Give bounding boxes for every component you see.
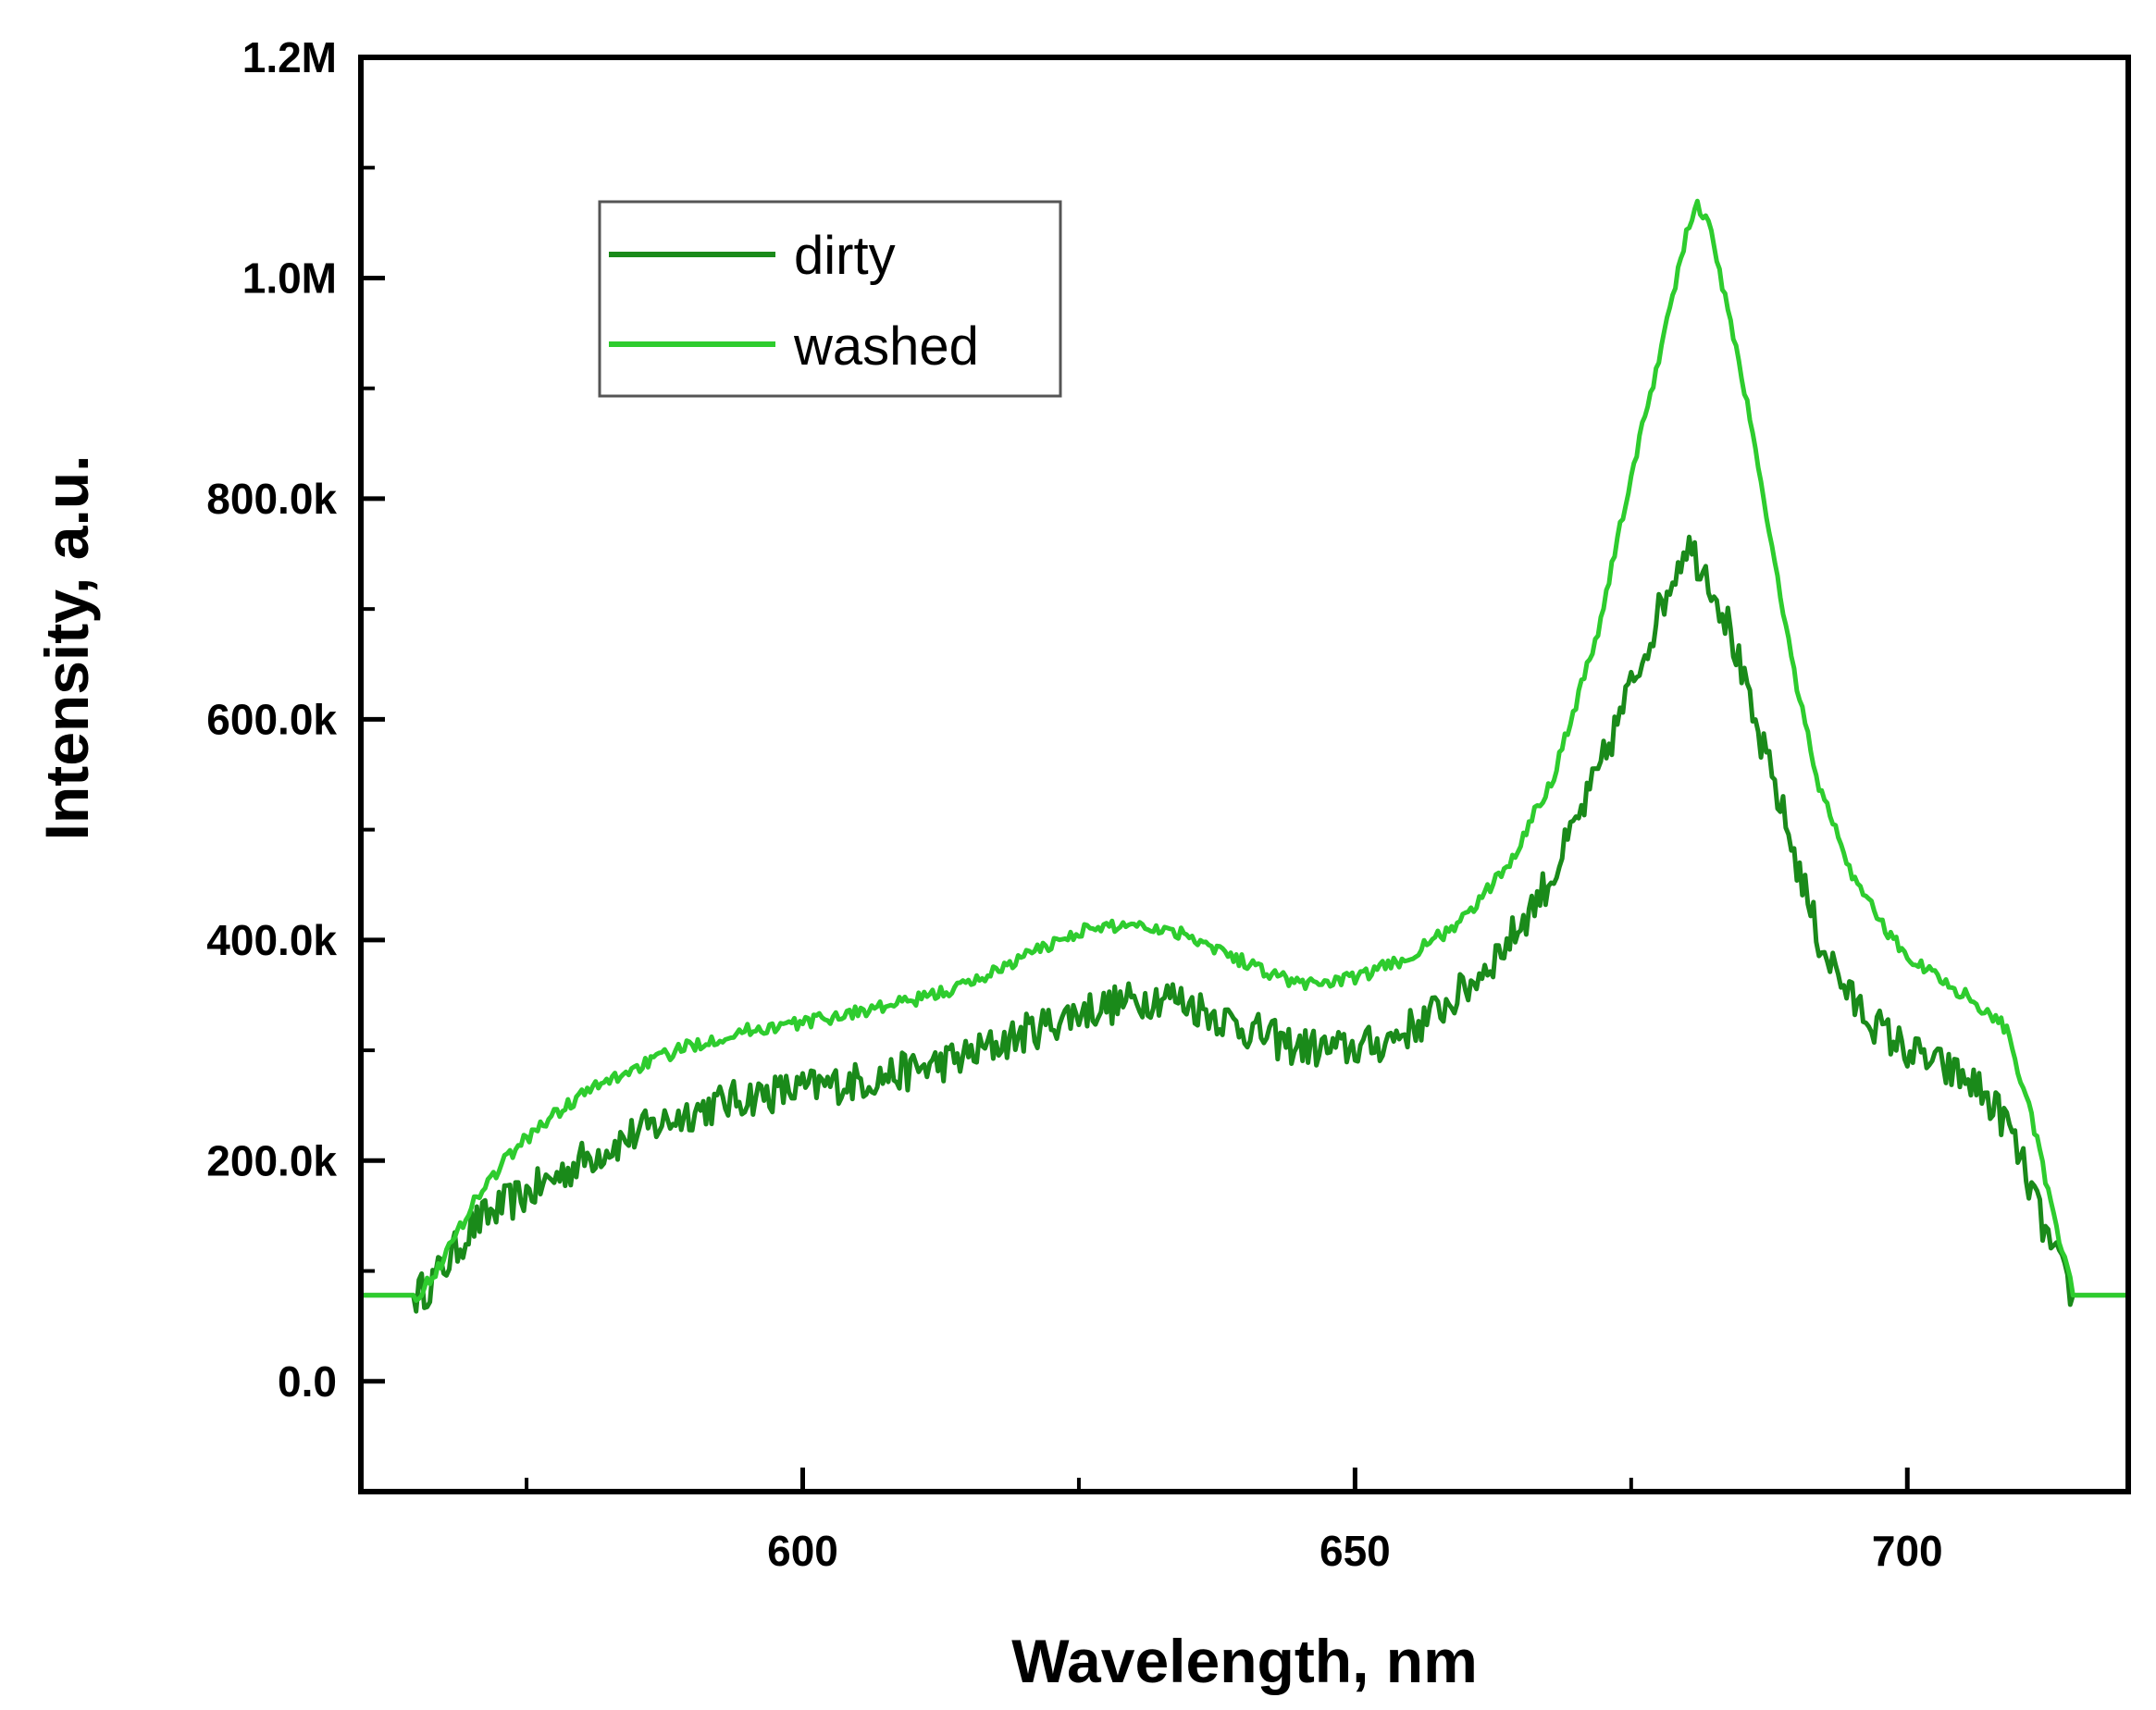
x-tick-label-700: 700 — [1872, 1527, 1943, 1575]
y-tick-label-600.0k: 600.0k — [206, 695, 337, 743]
series-line-washed — [361, 198, 2128, 1303]
legend: dirty washed — [598, 200, 1062, 398]
axis-layer: 600 650 700 0.0 200.0k 400.0k 600.0k 800.0k 1.0M… — [206, 33, 1942, 1575]
x-tick-label-600: 600 — [767, 1527, 838, 1575]
legend-label-dirty: dirty — [794, 226, 896, 286]
y-tick-label-0.0: 0.0 — [278, 1357, 337, 1406]
y-tick-label-200.0k: 200.0k — [206, 1136, 337, 1184]
x-axis-title: Wavelength, nm — [1011, 1627, 1478, 1695]
series-line-dirty — [361, 534, 2128, 1314]
y-tick-label-1.0M: 1.0M — [242, 254, 337, 302]
y-tick-label-800.0k: 800.0k — [206, 475, 337, 523]
plot-layer — [361, 198, 2128, 1314]
y-tick-label-400.0k: 400.0k — [206, 916, 337, 964]
y-tick-label-1.2M: 1.2M — [242, 33, 337, 81]
x-tick-label-650: 650 — [1320, 1527, 1391, 1575]
plot-frame — [358, 55, 2131, 1494]
y-axis-title: Intensity, a.u. — [32, 455, 101, 841]
legend-box — [598, 200, 1062, 398]
legend-label-washed: washed — [793, 316, 979, 377]
